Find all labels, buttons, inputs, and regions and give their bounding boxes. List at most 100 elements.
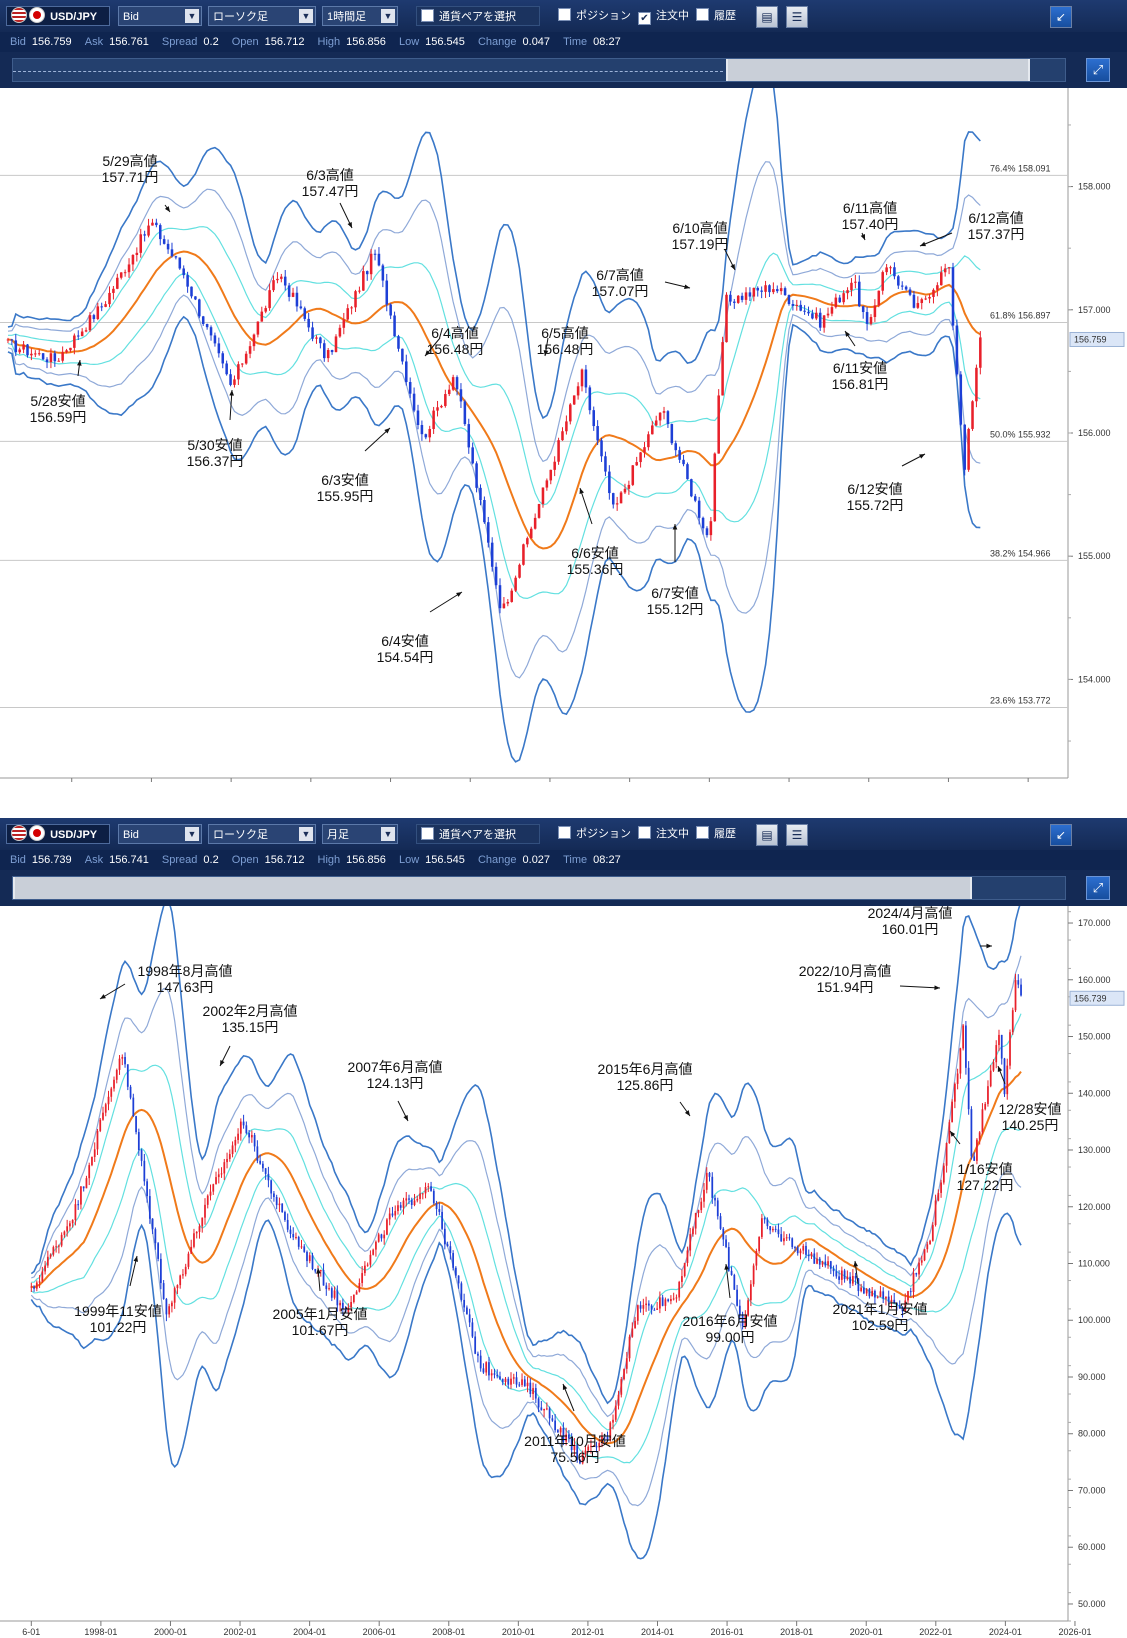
candle-body [590, 1445, 592, 1447]
select-pair-checkbox[interactable] [421, 9, 434, 22]
order-label: 注文中 [656, 10, 689, 22]
candle-body [619, 492, 623, 504]
annotation-label: 6/4高値 [431, 325, 478, 341]
bid-label: Bid [10, 854, 26, 866]
annotation-label: 6/3安値 [321, 472, 368, 488]
history-toggle[interactable]: 履歴 [696, 6, 736, 26]
indicator-list-icon[interactable]: ☰ [786, 6, 808, 28]
chart-type-select[interactable]: ローソク足 ▼ [208, 824, 316, 844]
chart-settings-icon[interactable]: ▤ [756, 6, 778, 28]
candle-body [533, 517, 537, 529]
price-type-select[interactable]: Bid ▼ [118, 6, 202, 26]
select-pair-checkbox[interactable] [421, 827, 434, 840]
position-checkbox[interactable] [558, 826, 571, 839]
price-type-value: Bid [123, 829, 139, 841]
order-toggle[interactable]: 注文中 [638, 824, 689, 844]
candle-body [233, 379, 236, 385]
candle-body [772, 289, 775, 293]
candle-body [959, 374, 963, 425]
select-pair-toggle[interactable]: 通貨ペアを選択 [416, 6, 540, 26]
history-checkbox[interactable] [696, 8, 709, 21]
candle-body [77, 1204, 80, 1206]
chart-type-select[interactable]: ローソク足 ▼ [208, 6, 316, 26]
candle-body [788, 1237, 791, 1239]
monthly-chart-canvas[interactable]: 170.000 160.000 150.000 140.000 130.000 120.0… [0, 906, 1127, 1638]
plot-background [0, 906, 1068, 1621]
candle-body [135, 1116, 137, 1133]
candle-body [658, 412, 662, 421]
candle-body [643, 447, 646, 453]
position-toggle[interactable]: ポジション [558, 824, 631, 844]
chart-settings-icon[interactable]: ▤ [756, 824, 778, 846]
indicator-list-icon[interactable]: ☰ [786, 824, 808, 846]
candle-body [69, 347, 72, 351]
candle-body [104, 1104, 107, 1113]
zoom-icon[interactable]: ⤢ [1086, 876, 1110, 900]
candle-body [802, 1245, 805, 1251]
candle-body [477, 1353, 479, 1356]
hourly-chart-canvas[interactable]: 158.000157.000156.000155.000154.0005-280… [0, 88, 1127, 782]
price-type-value: Bid [123, 11, 139, 23]
bid-label: Bid [10, 36, 26, 48]
position-checkbox[interactable] [558, 8, 571, 21]
candle-body [303, 1246, 306, 1252]
timeframe-select[interactable]: 1時間足 ▼ [322, 6, 398, 26]
navigator-track[interactable] [12, 876, 1066, 900]
select-pair-toggle[interactable]: 通貨ペアを選択 [416, 824, 540, 844]
candle-body [725, 294, 728, 343]
timeframe-select[interactable]: 月足 ▼ [322, 824, 398, 844]
candle-body [99, 1119, 102, 1131]
candle-body [182, 268, 185, 276]
price-type-select[interactable]: Bid ▼ [118, 824, 202, 844]
candle-body [273, 1193, 275, 1198]
candle-body [740, 295, 744, 300]
currency-pair-selector[interactable]: USD/JPY [6, 824, 110, 844]
candle-body [730, 1270, 733, 1275]
navigator-track[interactable] [12, 58, 1066, 82]
annotation-price: 156.48円 [537, 341, 594, 357]
candle-body [1017, 980, 1020, 985]
change-label: Change [477, 36, 517, 48]
history-checkbox[interactable] [696, 826, 709, 839]
candle-body [412, 393, 416, 411]
candle-body [854, 1275, 857, 1279]
annotation-label: 2005年1月安値 [273, 1306, 368, 1322]
zoom-icon[interactable]: ⤢ [1086, 58, 1110, 82]
order-checkbox[interactable]: ✔ [638, 12, 651, 25]
history-toggle[interactable]: 履歴 [696, 824, 736, 844]
candle-body [220, 1173, 223, 1175]
order-toggle[interactable]: ✔ 注文中 [638, 6, 689, 26]
candle-body [689, 1234, 692, 1251]
candle-body [1000, 1034, 1003, 1059]
candle-body [948, 1122, 951, 1144]
annotation-arrowhead-icon [672, 524, 678, 530]
annotation-label: 5/30安値 [187, 437, 242, 453]
order-checkbox[interactable] [638, 826, 651, 839]
candle-body [385, 280, 389, 305]
candle-body [885, 267, 888, 273]
chevron-down-icon: ▼ [185, 827, 199, 841]
navigator-window[interactable] [726, 59, 1030, 81]
annotation-price: 155.12円 [647, 601, 704, 617]
annotation-label: 5/28安値 [30, 393, 85, 409]
candle-body [846, 1276, 849, 1280]
collapse-arrow-icon[interactable]: ↙ [1050, 824, 1072, 846]
currency-pair-selector[interactable]: USD/JPY [6, 6, 110, 26]
candle-body [775, 289, 779, 292]
annotation-arrowhead-icon [997, 1066, 1003, 1072]
candle-body [402, 1200, 405, 1208]
annotation-label: 2022/10月高値 [799, 963, 892, 979]
candle-body [697, 1210, 700, 1213]
candle-body [1014, 980, 1017, 1011]
candle-body [756, 287, 760, 291]
position-toggle[interactable]: ポジション [558, 6, 631, 26]
candle-body [160, 1258, 162, 1284]
collapse-arrow-icon[interactable]: ↙ [1050, 6, 1072, 28]
candle-body [466, 1307, 468, 1315]
candle-body [18, 349, 21, 353]
candle-body [998, 1034, 1000, 1046]
navigator-window[interactable] [13, 877, 972, 899]
candle-body [228, 1154, 231, 1159]
candle-body [675, 1297, 678, 1299]
candle-body [932, 289, 935, 297]
